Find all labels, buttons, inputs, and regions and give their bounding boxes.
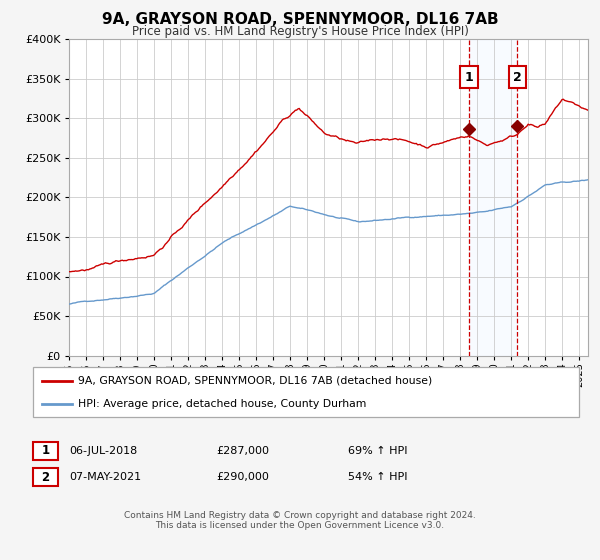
Text: Price paid vs. HM Land Registry's House Price Index (HPI): Price paid vs. HM Land Registry's House … [131,25,469,38]
Text: £290,000: £290,000 [216,472,269,482]
Text: 2: 2 [41,470,50,484]
Bar [469,39,517,356]
Text: This data is licensed under the Open Government Licence v3.0.: This data is licensed under the Open Gov… [155,521,445,530]
Text: 2: 2 [513,71,522,83]
Text: 1: 1 [465,71,473,83]
Text: £287,000: £287,000 [216,446,269,456]
Text: HPI: Average price, detached house, County Durham: HPI: Average price, detached house, Coun… [78,399,367,409]
Text: 9A, GRAYSON ROAD, SPENNYMOOR, DL16 7AB (detached house): 9A, GRAYSON ROAD, SPENNYMOOR, DL16 7AB (… [78,376,432,386]
Text: 06-JUL-2018: 06-JUL-2018 [69,446,137,456]
Text: 9A, GRAYSON ROAD, SPENNYMOOR, DL16 7AB: 9A, GRAYSON ROAD, SPENNYMOOR, DL16 7AB [101,12,499,27]
Text: 54% ↑ HPI: 54% ↑ HPI [348,472,407,482]
Text: 1: 1 [41,444,50,458]
Text: 69% ↑ HPI: 69% ↑ HPI [348,446,407,456]
Text: Contains HM Land Registry data © Crown copyright and database right 2024.: Contains HM Land Registry data © Crown c… [124,511,476,520]
Text: 07-MAY-2021: 07-MAY-2021 [69,472,141,482]
